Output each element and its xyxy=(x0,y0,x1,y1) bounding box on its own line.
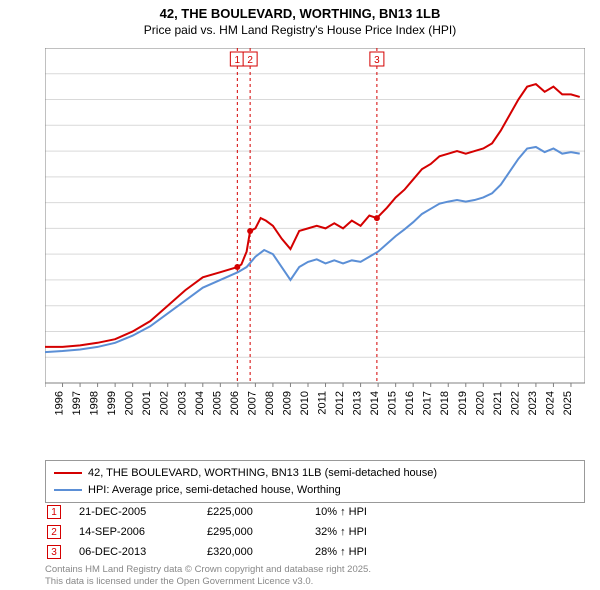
svg-text:2021: 2021 xyxy=(492,391,504,415)
svg-text:2013: 2013 xyxy=(352,391,364,415)
svg-text:1998: 1998 xyxy=(89,391,101,415)
svg-text:2003: 2003 xyxy=(176,391,188,415)
event-date-3: 06-DEC-2013 xyxy=(79,546,189,558)
svg-text:1997: 1997 xyxy=(71,391,83,415)
svg-text:2004: 2004 xyxy=(194,391,206,415)
legend-swatch-hpi xyxy=(54,489,82,491)
svg-text:2000: 2000 xyxy=(124,391,136,415)
event-change-2: 32% ↑ HPI xyxy=(315,526,367,538)
svg-text:2008: 2008 xyxy=(264,391,276,415)
svg-text:2024: 2024 xyxy=(544,391,556,415)
event-marker-3: 3 xyxy=(47,545,61,559)
svg-text:2022: 2022 xyxy=(509,391,521,415)
chart-container: 42, THE BOULEVARD, WORTHING, BN13 1LB Pr… xyxy=(0,0,600,590)
svg-text:3: 3 xyxy=(374,55,380,66)
svg-text:2009: 2009 xyxy=(281,391,293,415)
footer-text: Contains HM Land Registry data © Crown c… xyxy=(45,564,371,588)
chart-title-line1: 42, THE BOULEVARD, WORTHING, BN13 1LB xyxy=(0,0,600,23)
legend-label-hpi: HPI: Average price, semi-detached house,… xyxy=(88,482,341,499)
svg-text:2017: 2017 xyxy=(422,391,434,415)
svg-text:2006: 2006 xyxy=(229,391,241,415)
chart-title-line2: Price paid vs. HM Land Registry's House … xyxy=(0,23,600,39)
legend-swatch-property xyxy=(54,472,82,474)
event-date-2: 14-SEP-2006 xyxy=(79,526,189,538)
legend-label-property: 42, THE BOULEVARD, WORTHING, BN13 1LB (s… xyxy=(88,465,437,482)
svg-text:2011: 2011 xyxy=(317,391,329,415)
svg-text:2020: 2020 xyxy=(474,391,486,415)
svg-text:2025: 2025 xyxy=(562,391,574,415)
event-change-3: 28% ↑ HPI xyxy=(315,546,367,558)
svg-text:2018: 2018 xyxy=(439,391,451,415)
svg-text:2012: 2012 xyxy=(334,391,346,415)
svg-text:1996: 1996 xyxy=(54,391,66,415)
svg-text:2015: 2015 xyxy=(387,391,399,415)
event-change-1: 10% ↑ HPI xyxy=(315,506,367,518)
svg-text:1: 1 xyxy=(235,55,241,66)
svg-text:2002: 2002 xyxy=(159,391,171,415)
event-price-3: £320,000 xyxy=(207,546,297,558)
event-row-2: 2 14-SEP-2006 £295,000 32% ↑ HPI xyxy=(45,522,585,542)
svg-text:2001: 2001 xyxy=(141,391,153,415)
svg-text:2: 2 xyxy=(247,55,253,66)
footer-line1: Contains HM Land Registry data © Crown c… xyxy=(45,564,371,576)
footer-line2: This data is licensed under the Open Gov… xyxy=(45,576,371,588)
legend-box: 42, THE BOULEVARD, WORTHING, BN13 1LB (s… xyxy=(45,460,585,503)
events-table: 1 21-DEC-2005 £225,000 10% ↑ HPI 2 14-SE… xyxy=(45,502,585,562)
svg-text:1999: 1999 xyxy=(106,391,118,415)
svg-text:2010: 2010 xyxy=(299,391,311,415)
event-marker-1: 1 xyxy=(47,505,61,519)
event-row-3: 3 06-DEC-2013 £320,000 28% ↑ HPI xyxy=(45,542,585,562)
svg-text:2023: 2023 xyxy=(527,391,539,415)
svg-text:2016: 2016 xyxy=(404,391,416,415)
chart-plot-area: £0£50K£100K£150K£200K£250K£300K£350K£400… xyxy=(45,48,585,418)
event-row-1: 1 21-DEC-2005 £225,000 10% ↑ HPI xyxy=(45,502,585,522)
legend-row-property: 42, THE BOULEVARD, WORTHING, BN13 1LB (s… xyxy=(54,465,576,482)
svg-text:2007: 2007 xyxy=(246,391,258,415)
event-marker-2: 2 xyxy=(47,525,61,539)
svg-text:2005: 2005 xyxy=(211,391,223,415)
event-date-1: 21-DEC-2005 xyxy=(79,506,189,518)
svg-text:1995: 1995 xyxy=(45,391,48,415)
chart-svg: £0£50K£100K£150K£200K£250K£300K£350K£400… xyxy=(45,48,585,418)
event-price-1: £225,000 xyxy=(207,506,297,518)
svg-text:2014: 2014 xyxy=(369,391,381,415)
legend-row-hpi: HPI: Average price, semi-detached house,… xyxy=(54,482,576,499)
svg-text:2019: 2019 xyxy=(457,391,469,415)
event-price-2: £295,000 xyxy=(207,526,297,538)
